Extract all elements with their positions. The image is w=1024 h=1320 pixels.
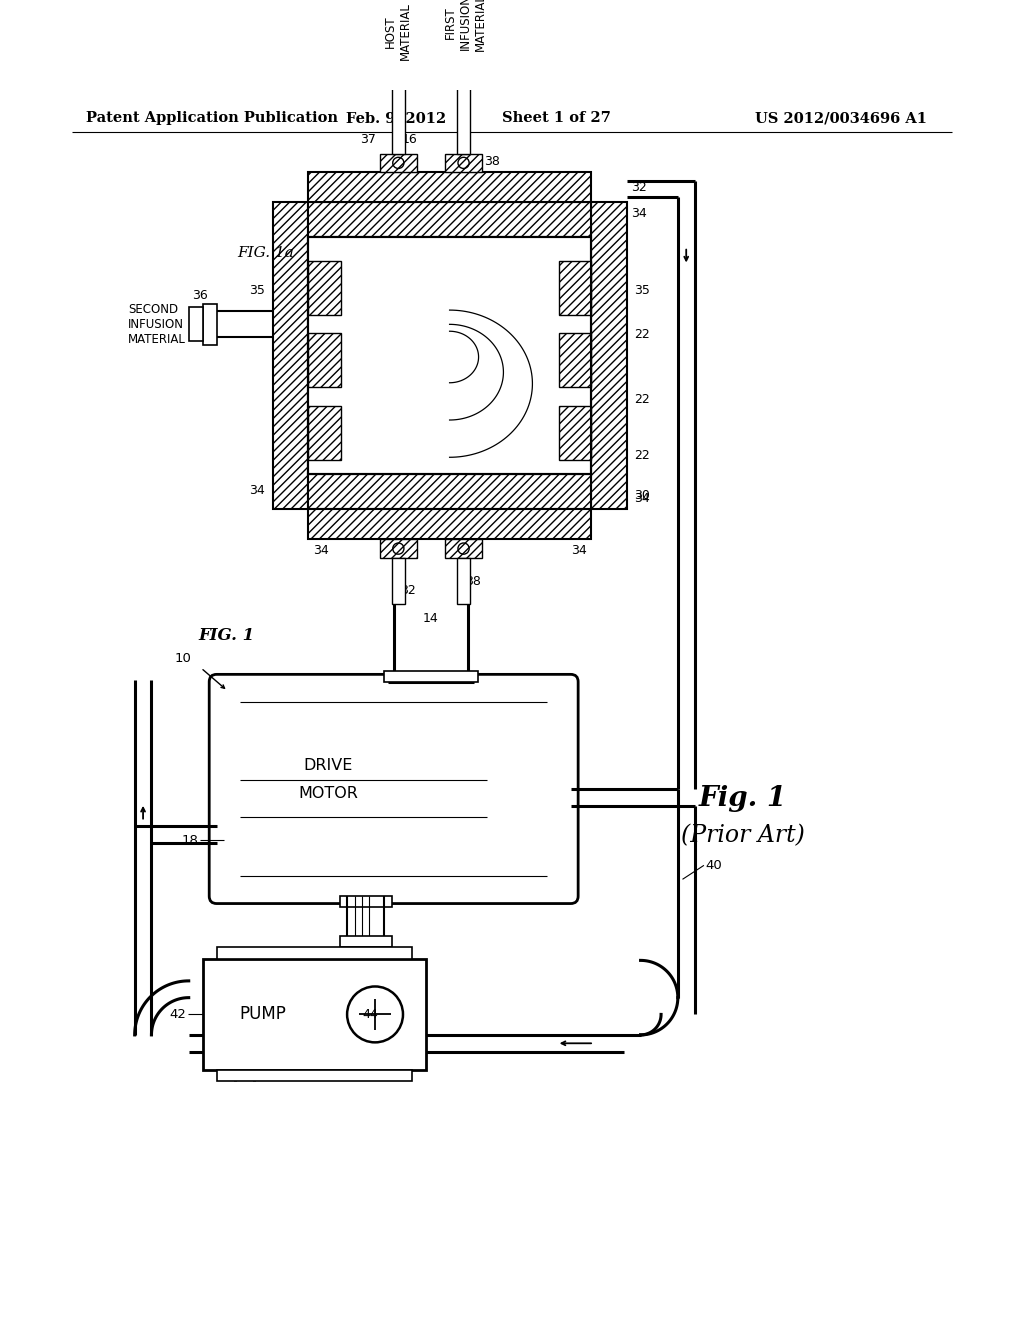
Text: DRIVE: DRIVE	[304, 758, 353, 774]
Text: 38: 38	[484, 154, 500, 168]
Text: 34: 34	[312, 544, 329, 557]
Bar	[217, 948, 413, 958]
Text: 22: 22	[634, 327, 650, 341]
Bar	[203, 958, 426, 1071]
Bar	[340, 936, 392, 948]
Bar	[308, 474, 591, 510]
Text: 12: 12	[425, 416, 440, 429]
Text: 36: 36	[193, 289, 208, 302]
Text: FIG. 1: FIG. 1	[198, 627, 254, 644]
Bar	[340, 896, 392, 907]
Text: 22: 22	[634, 393, 650, 407]
Text: Sheet 1 of 27: Sheet 1 of 27	[503, 111, 611, 125]
Bar	[444, 540, 482, 558]
Text: Fig. 1: Fig. 1	[699, 785, 787, 812]
Text: 32: 32	[631, 181, 647, 194]
Text: PUMP: PUMP	[240, 1006, 287, 1023]
Bar	[188, 308, 203, 341]
Bar	[308, 261, 341, 314]
Text: 42: 42	[169, 1008, 186, 1020]
FancyBboxPatch shape	[209, 675, 579, 904]
Bar	[308, 510, 591, 540]
Text: 16: 16	[402, 133, 418, 147]
Text: 10: 10	[175, 652, 191, 665]
Text: HOST
MATERIAL: HOST MATERIAL	[384, 3, 413, 61]
Bar	[558, 261, 591, 314]
Text: SECOND
INFUSION
MATERIAL: SECOND INFUSION MATERIAL	[128, 302, 186, 346]
Bar	[558, 407, 591, 461]
Bar	[392, 558, 404, 605]
Text: 34: 34	[631, 207, 647, 219]
Bar	[217, 1071, 413, 1081]
Text: FIG. 1a: FIG. 1a	[238, 247, 294, 260]
Text: 18: 18	[181, 834, 198, 846]
Bar	[272, 202, 308, 510]
Bar	[308, 407, 341, 461]
Bar	[392, 65, 404, 153]
Text: FIRST
INFUSION
MATERIAL: FIRST INFUSION MATERIAL	[444, 0, 487, 51]
Text: 44: 44	[362, 1008, 378, 1020]
Bar	[308, 172, 591, 202]
Text: 14: 14	[423, 612, 439, 624]
Text: 35: 35	[634, 284, 650, 297]
Bar	[558, 334, 591, 387]
Text: 22: 22	[634, 449, 650, 462]
Text: US 2012/0034696 A1: US 2012/0034696 A1	[755, 111, 927, 125]
Text: 40: 40	[706, 859, 723, 871]
Text: MOTOR: MOTOR	[299, 787, 358, 801]
Bar	[308, 334, 341, 387]
Bar	[308, 238, 591, 474]
Bar	[308, 202, 591, 238]
Bar	[591, 202, 627, 510]
Text: 22: 22	[501, 323, 516, 337]
Text: 35: 35	[249, 284, 265, 297]
Text: Patent Application Publication: Patent Application Publication	[86, 111, 338, 125]
Text: 34: 34	[634, 492, 650, 504]
Bar	[380, 153, 417, 172]
Text: (Prior Art): (Prior Art)	[681, 824, 805, 847]
Text: 38: 38	[466, 574, 481, 587]
Bar	[457, 65, 470, 153]
Text: 34: 34	[570, 544, 587, 557]
Bar	[457, 558, 470, 605]
Bar	[444, 153, 482, 172]
Text: 30: 30	[634, 488, 650, 502]
Text: 37: 37	[360, 133, 376, 147]
Bar	[203, 304, 217, 345]
Bar	[384, 671, 477, 682]
Text: 34: 34	[250, 484, 265, 498]
Text: Feb. 9, 2012: Feb. 9, 2012	[346, 111, 446, 125]
Bar	[380, 540, 417, 558]
Text: 32: 32	[400, 583, 416, 597]
